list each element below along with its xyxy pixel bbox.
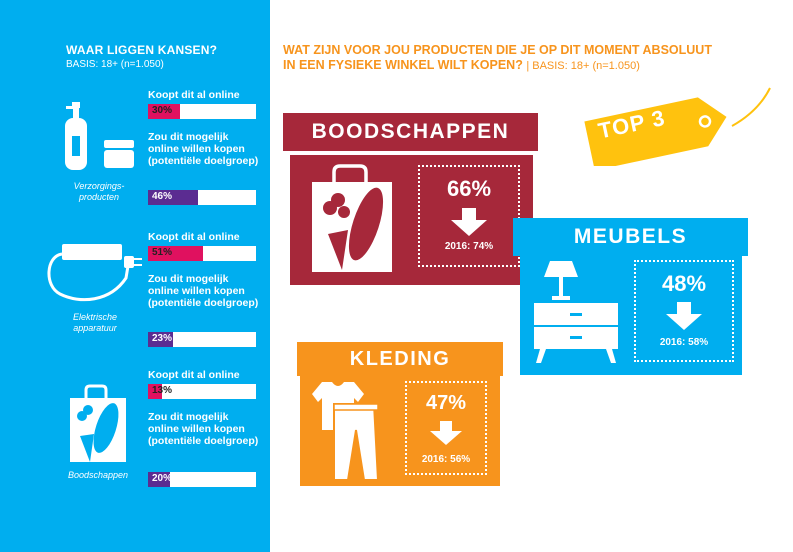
caption-elektrisch: Elektrische apparatuur bbox=[72, 312, 117, 333]
clothes-icon bbox=[312, 382, 380, 480]
online-value: 30% bbox=[152, 105, 173, 116]
cabinet-lamp-icon bbox=[534, 261, 618, 363]
stat-box-kleding bbox=[405, 381, 487, 475]
potential-value: 46% bbox=[152, 191, 173, 202]
online-value: 51% bbox=[152, 247, 173, 258]
category-header-boodschappen: BOODSCHAPPEN bbox=[283, 113, 538, 151]
bar-track: 20% bbox=[148, 472, 256, 487]
potential-bar bbox=[148, 472, 170, 487]
stat-value-meubels: 48% bbox=[661, 271, 707, 296]
right-basis: | BASIS: 18+ (n=1.050) bbox=[526, 60, 640, 72]
potential-label: Zou dit mogelijk online willen kopen (po… bbox=[148, 273, 259, 309]
down-arrow-icon bbox=[666, 302, 702, 330]
category-header-meubels: MEUBELS bbox=[513, 218, 748, 256]
bar-track: 30% bbox=[148, 104, 256, 119]
left-title: WAAR LIGGEN KANSEN? bbox=[66, 43, 218, 57]
online-bar bbox=[148, 104, 181, 119]
down-arrow-icon bbox=[451, 208, 487, 236]
left-panel bbox=[0, 0, 270, 552]
bar-track: 13% bbox=[148, 384, 256, 399]
stat-box-meubels bbox=[634, 260, 734, 362]
stat-value-boodschappen: 66% bbox=[446, 176, 492, 201]
potential-bar bbox=[148, 332, 173, 347]
online-value: 13% bbox=[152, 385, 173, 396]
price-tag-icon bbox=[584, 87, 771, 166]
stat-value-kleding: 47% bbox=[425, 392, 467, 414]
down-arrow-icon bbox=[430, 421, 462, 445]
right-title: WAT ZIJN VOOR JOU PRODUCTEN DIE JE OP DI… bbox=[283, 43, 723, 74]
online-label: Koopt dit al online bbox=[148, 369, 240, 381]
stat-previous-boodschappen: 2016: 74% bbox=[444, 241, 494, 252]
grocery-bag-icon bbox=[312, 164, 392, 272]
online-label: Koopt dit al online bbox=[148, 231, 240, 243]
left-basis: BASIS: 18+ (n=1.050) bbox=[66, 59, 164, 70]
stat-box-boodschappen bbox=[418, 165, 520, 267]
online-bar bbox=[148, 384, 163, 399]
right-question: WAT ZIJN VOOR JOU PRODUCTEN DIE JE OP DI… bbox=[283, 43, 712, 72]
power-cable-icon bbox=[47, 244, 142, 302]
caption-verzorging: Verzorgings-producten bbox=[73, 181, 125, 202]
bottles-icon bbox=[65, 102, 134, 170]
potential-value: 23% bbox=[152, 333, 173, 344]
grocery-bag-icon bbox=[70, 384, 126, 462]
bar-track: 23% bbox=[148, 332, 256, 347]
potential-label: Zou dit mogelijk online willen kopen (po… bbox=[148, 411, 259, 447]
potential-value: 20% bbox=[152, 473, 173, 484]
category-header-kleding: KLEDING bbox=[297, 342, 503, 376]
potential-bar bbox=[148, 190, 198, 205]
stat-previous-kleding: 2016: 56% bbox=[421, 454, 471, 465]
online-label: Koopt dit al online bbox=[148, 89, 240, 101]
stat-previous-meubels: 2016: 58% bbox=[659, 337, 709, 348]
online-bar bbox=[148, 246, 204, 261]
caption-boodschappen: Boodschappen bbox=[67, 470, 129, 480]
potential-label: Zou dit mogelijk online willen kopen (po… bbox=[148, 131, 259, 167]
bar-track: 51% bbox=[148, 246, 256, 261]
bar-track: 46% bbox=[148, 190, 256, 205]
